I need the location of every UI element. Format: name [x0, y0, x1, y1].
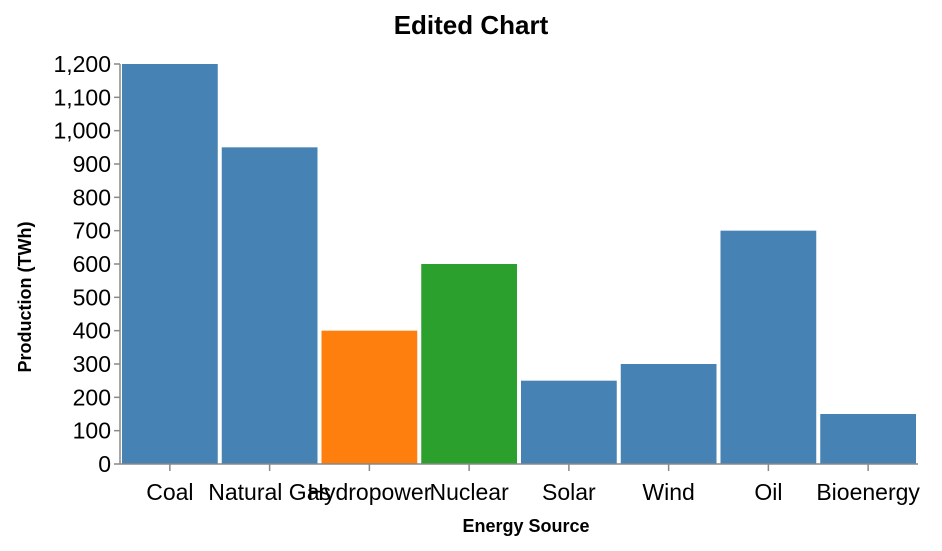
y-tick-label: 1,000: [53, 118, 111, 144]
y-tick-label: 100: [73, 418, 111, 444]
y-tick-label: 1,200: [53, 51, 111, 77]
y-tick-label: 600: [73, 251, 111, 277]
bar-natural-gas[interactable]: [221, 147, 318, 465]
bars-layer: [122, 64, 916, 465]
x-tick-label: Natural Gas: [208, 479, 331, 505]
y-tick-label: 400: [73, 318, 111, 344]
y-tick-label: 800: [73, 184, 111, 210]
y-tick-label: 0: [98, 451, 111, 477]
y-tick-label: 200: [73, 384, 111, 410]
x-tick-label: Solar: [542, 479, 596, 505]
x-tick-label: Wind: [642, 479, 694, 505]
bar-solar[interactable]: [521, 380, 617, 464]
y-axis: 0 100 200 300 400 500 600 700 800 900 1,000 1,100 1,…: [53, 51, 121, 477]
chart-title: Edited Chart: [394, 10, 549, 40]
y-tick-label: 1,100: [53, 84, 111, 110]
bar-wind[interactable]: [620, 364, 717, 464]
y-axis-title: Production (TWh): [15, 222, 35, 373]
bar-bioenergy[interactable]: [820, 414, 916, 464]
bar-nuclear[interactable]: [421, 264, 517, 464]
y-tick-label: 900: [73, 151, 111, 177]
y-tick-label: 700: [73, 218, 111, 244]
y-tick-label: 500: [73, 284, 111, 310]
y-tick-label: 300: [73, 351, 111, 377]
x-tick-label: Nuclear: [429, 479, 509, 505]
x-tick-label: Oil: [754, 479, 782, 505]
x-axis-title: Energy Source: [462, 516, 589, 536]
x-tick-label: Hydropower: [307, 479, 431, 505]
x-tick-label: Coal: [146, 479, 193, 505]
bar-oil[interactable]: [720, 230, 817, 464]
bar-coal[interactable]: [122, 64, 218, 464]
x-tick-label: Bioenergy: [816, 479, 920, 505]
bar-hydropower[interactable]: [321, 330, 418, 464]
